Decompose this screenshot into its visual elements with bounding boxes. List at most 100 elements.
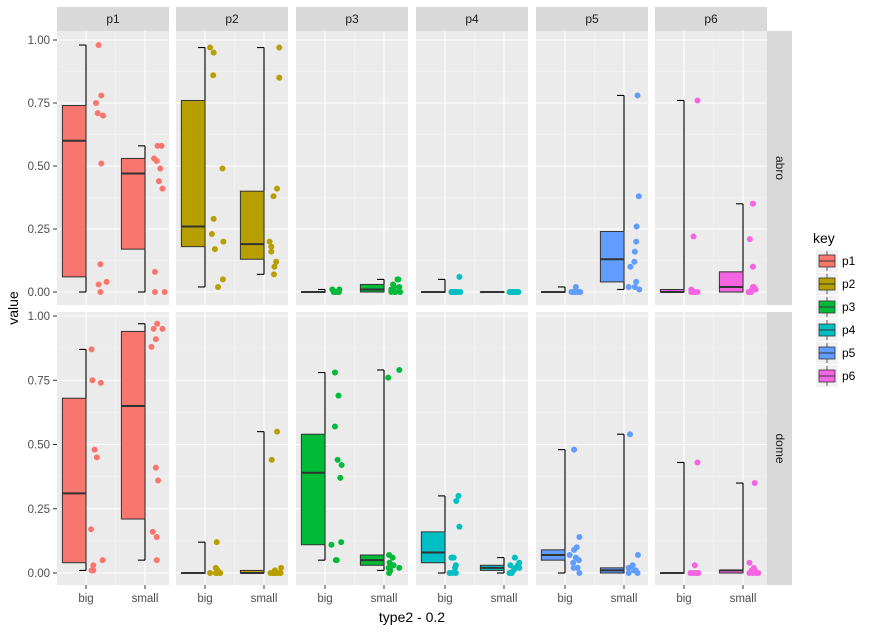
- data-point: [274, 185, 281, 192]
- data-point: [94, 110, 101, 117]
- data-point: [210, 215, 217, 222]
- data-point: [385, 374, 392, 381]
- data-point: [268, 243, 275, 250]
- box: [599, 231, 625, 283]
- data-point: [576, 570, 583, 576]
- data-point: [625, 283, 632, 290]
- data-point: [395, 276, 402, 283]
- data-point: [149, 528, 156, 535]
- data-point: [157, 165, 164, 172]
- boxplot-abro-p4-big: [420, 273, 464, 295]
- data-point: [333, 557, 340, 564]
- y-tick-label: 1.00: [28, 35, 50, 47]
- panel-abro-p5: [536, 31, 648, 305]
- boxplot-dome-p5-small: [599, 431, 641, 576]
- y-axis-title: value: [5, 291, 21, 325]
- data-point: [388, 289, 395, 295]
- data-point: [452, 570, 459, 576]
- data-point: [512, 289, 519, 295]
- legend-label: p3: [842, 300, 856, 314]
- data-point: [571, 446, 578, 453]
- data-point: [219, 165, 226, 172]
- data-point: [268, 456, 275, 463]
- panel-abro-p6: [655, 31, 767, 305]
- panel-abro-p3: [296, 31, 408, 305]
- y-tick-label: 0.50: [28, 440, 50, 452]
- strip-background: [296, 7, 408, 31]
- column-strip-p4: p4: [416, 7, 528, 31]
- column-strip-p1: p1: [57, 7, 169, 31]
- boxplot-abro-p1-small: [120, 142, 168, 295]
- data-point: [331, 423, 338, 430]
- data-point: [633, 238, 640, 245]
- data-point: [151, 289, 158, 295]
- x-tick-label: big: [317, 593, 332, 605]
- strip-label: p6: [704, 12, 718, 26]
- y-tick-label: 1.00: [28, 311, 50, 323]
- data-point: [396, 564, 403, 571]
- column-strips: p1 p2 p3 p4 p5 p6: [57, 7, 767, 31]
- box: [120, 157, 146, 250]
- boxplot-dome-p2-small: [239, 428, 285, 576]
- data-point: [97, 261, 104, 268]
- data-point: [396, 283, 403, 290]
- data-point: [270, 271, 277, 278]
- panel-background: [655, 312, 767, 585]
- data-point: [338, 462, 345, 469]
- data-point: [511, 554, 518, 561]
- data-point: [91, 446, 98, 453]
- boxplot-dome-p1-big: [61, 346, 106, 574]
- boxplot-abro-p4-small: [479, 289, 522, 295]
- strip-background: [767, 31, 792, 305]
- legend-label: p1: [842, 254, 856, 268]
- row-strip-dome: dome: [767, 312, 792, 585]
- data-point: [207, 44, 214, 51]
- boxplot-abro-p3-small: [359, 276, 404, 295]
- box: [180, 99, 206, 248]
- data-point: [572, 283, 579, 290]
- box: [120, 330, 146, 520]
- legend-title: key: [813, 230, 835, 246]
- x-axis-title: type2 - 0.2: [379, 609, 445, 625]
- data-point: [148, 343, 155, 350]
- data-point: [446, 570, 453, 576]
- panel-background: [536, 312, 648, 585]
- y-tick-label: 0.75: [28, 98, 50, 110]
- panel-abro-p4: [416, 31, 528, 305]
- panel-background: [296, 31, 408, 305]
- panel-dome-p6: [655, 312, 767, 585]
- boxplot-abro-p6-big: [659, 97, 701, 295]
- data-point: [390, 283, 397, 290]
- x-tick-label: big: [557, 593, 572, 605]
- data-point: [207, 570, 214, 576]
- data-point: [159, 185, 166, 192]
- data-point: [690, 233, 697, 240]
- strip-label: abro: [773, 156, 787, 180]
- column-strip-p6: p6: [655, 7, 767, 31]
- data-point: [453, 498, 460, 505]
- legend-label: p5: [842, 346, 856, 360]
- x-tick-label: big: [437, 593, 452, 605]
- data-point: [397, 289, 404, 295]
- data-point: [571, 289, 578, 295]
- data-point: [634, 570, 641, 576]
- data-point: [390, 562, 397, 569]
- data-point: [337, 474, 344, 481]
- data-point: [574, 564, 581, 571]
- data-point: [220, 238, 227, 245]
- data-point: [211, 246, 218, 253]
- data-point: [150, 325, 157, 332]
- data-point: [155, 178, 162, 185]
- data-point: [752, 286, 759, 293]
- data-point: [507, 562, 514, 569]
- legend-item-p5: p5: [816, 342, 856, 364]
- legend-item-p2: p2: [816, 273, 856, 295]
- x-tick-label: big: [676, 593, 691, 605]
- data-point: [688, 286, 695, 293]
- x-tick-label: small: [251, 593, 278, 605]
- data-point: [456, 523, 463, 530]
- strip-label: dome: [773, 433, 787, 463]
- boxplot-dome-p5-big: [540, 446, 583, 576]
- x-tick-label: small: [730, 593, 757, 605]
- data-point: [627, 263, 634, 270]
